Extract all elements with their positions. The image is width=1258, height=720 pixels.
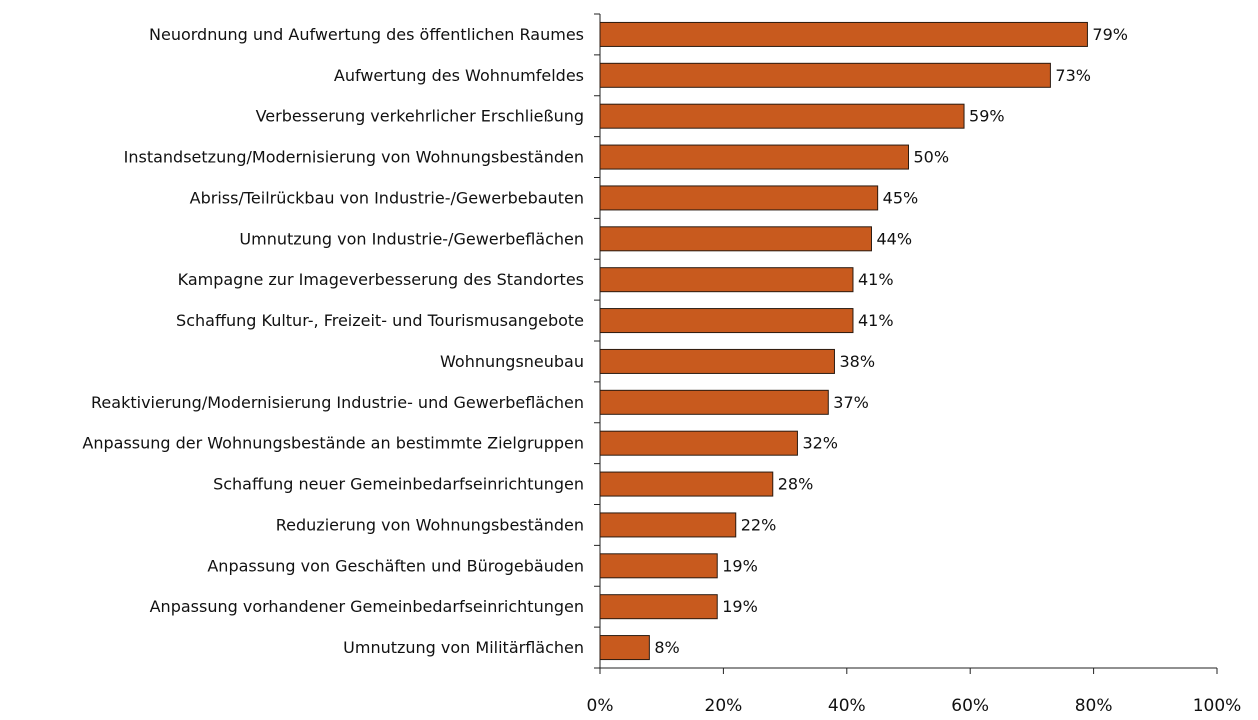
x-tick-label: 60% (951, 696, 989, 716)
value-label: 44% (876, 229, 912, 248)
value-label: 22% (741, 515, 777, 534)
bar (599, 62, 1051, 88)
y-tick-label: Instandsetzung/Modernisierung von Wohnun… (124, 148, 584, 167)
y-tick-label: Anpassung von Geschäften und Bürogebäude… (207, 556, 584, 575)
y-tick-label: Anpassung der Wohnungsbestände an bestim… (82, 434, 584, 453)
y-tick-label: Aufwertung des Wohnumfeldes (334, 66, 584, 85)
bar (599, 635, 650, 661)
value-label: 59% (969, 107, 1005, 126)
bar (599, 185, 879, 211)
x-tick-label: 0% (587, 696, 614, 716)
bar (599, 21, 1088, 47)
bar (599, 267, 854, 293)
bar (599, 389, 829, 415)
x-tick-label: 100% (1193, 696, 1242, 716)
y-tick-label: Umnutzung von Militärflächen (343, 638, 584, 657)
x-tick-label: 80% (1075, 696, 1113, 716)
bar (599, 512, 737, 538)
y-tick-label: Wohnungsneubau (440, 352, 584, 371)
bar (599, 594, 718, 620)
value-label: 28% (778, 475, 814, 494)
bar (599, 308, 854, 334)
value-label: 45% (883, 188, 919, 207)
y-tick-label: Schaffung neuer Gemeinbedarfseinrichtung… (213, 475, 584, 494)
value-label: 19% (722, 556, 758, 575)
bar (599, 103, 965, 129)
x-tick-label: 20% (705, 696, 743, 716)
y-tick-label: Verbesserung verkehrlicher Erschließung (256, 107, 584, 126)
y-tick-label: Umnutzung von Industrie-/Gewerbeflächen (239, 229, 584, 248)
bar (599, 430, 798, 456)
value-label: 32% (802, 434, 838, 453)
y-tick-label: Reduzierung von Wohnungsbeständen (276, 515, 584, 534)
y-tick-label: Kampagne zur Imageverbesserung des Stand… (178, 270, 584, 289)
y-tick-label: Schaffung Kultur-, Freizeit- und Tourism… (176, 311, 584, 330)
y-tick-label: Neuordnung und Aufwertung des öffentlich… (149, 25, 584, 44)
bar (599, 471, 774, 497)
value-label: 41% (858, 270, 894, 289)
value-label: 79% (1092, 25, 1128, 44)
y-tick-label: Reaktivierung/Modernisierung Industrie- … (91, 393, 584, 412)
value-label: 50% (914, 148, 950, 167)
value-label: 19% (722, 597, 758, 616)
value-label: 73% (1055, 66, 1091, 85)
y-tick-label: Anpassung vorhandener Gemeinbedarfseinri… (150, 597, 584, 616)
bar (599, 553, 718, 579)
bar (599, 348, 835, 374)
x-tick-label: 40% (828, 696, 866, 716)
bar (599, 144, 909, 170)
y-tick-label: Abriss/Teilrückbau von Industrie-/Gewerb… (190, 188, 584, 207)
value-label: 8% (654, 638, 679, 657)
bar (599, 226, 872, 252)
value-label: 37% (833, 393, 869, 412)
value-label: 38% (839, 352, 875, 371)
value-label: 41% (858, 311, 894, 330)
